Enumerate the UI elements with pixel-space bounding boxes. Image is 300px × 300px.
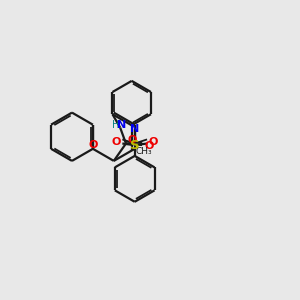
Text: H: H xyxy=(112,120,120,130)
Text: N: N xyxy=(130,124,139,134)
Text: S: S xyxy=(130,140,140,152)
Text: O: O xyxy=(128,135,137,145)
Text: N: N xyxy=(117,120,126,130)
Text: O: O xyxy=(88,140,98,150)
Text: CH₃: CH₃ xyxy=(135,147,152,156)
Text: O: O xyxy=(144,140,154,151)
Text: O: O xyxy=(112,137,121,147)
Text: O: O xyxy=(148,137,158,147)
